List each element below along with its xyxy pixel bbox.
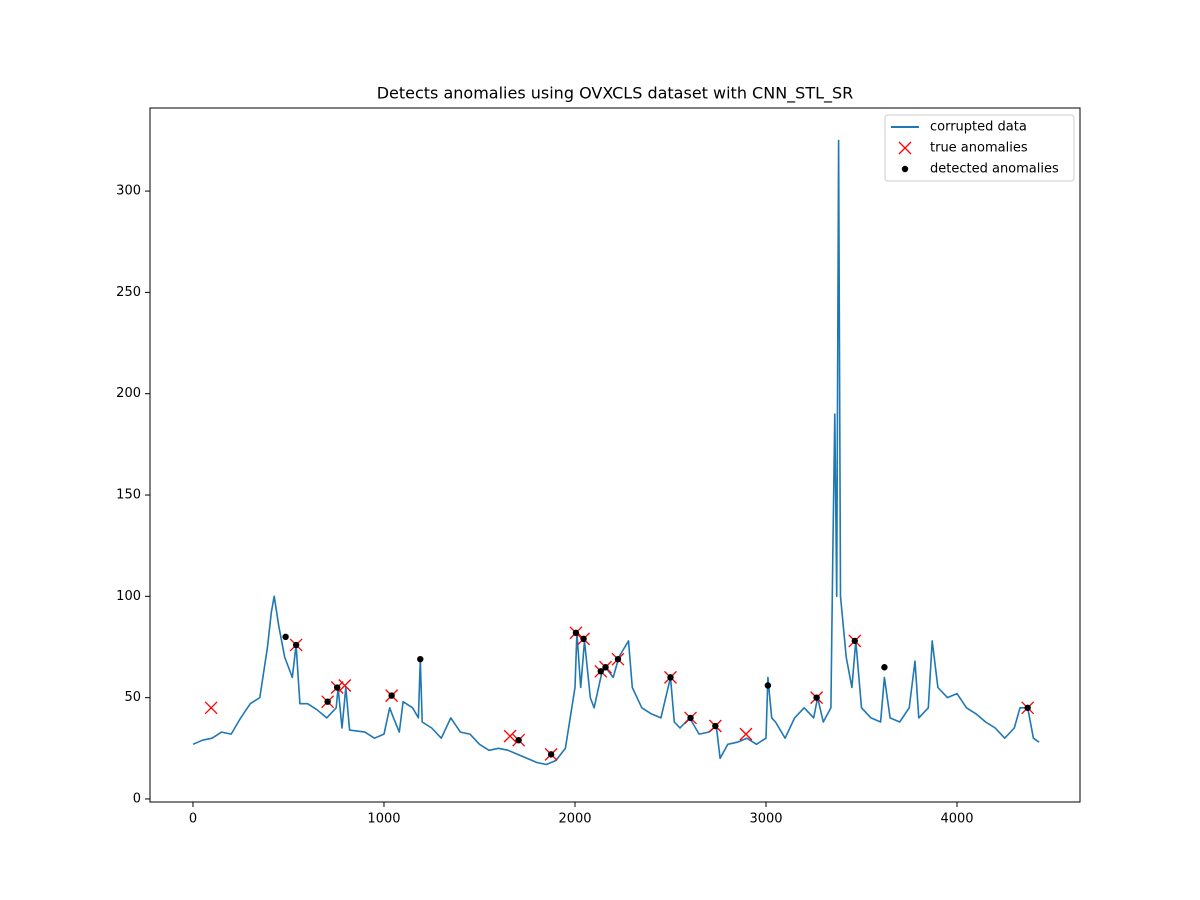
legend-marker xyxy=(901,165,909,173)
detected-marker xyxy=(813,694,820,701)
anomaly-marker xyxy=(338,679,352,692)
x-tick-label: 4000 xyxy=(940,812,973,827)
detected-marker xyxy=(547,751,555,758)
detected-marker xyxy=(580,635,587,643)
detected-marker xyxy=(602,664,609,671)
legend-label: detected anomalies xyxy=(930,162,1059,177)
anomaly-marker xyxy=(204,701,218,715)
detected-marker xyxy=(597,668,604,675)
detected-marker xyxy=(282,633,289,641)
y-tick-label: 0 xyxy=(133,791,141,806)
x-tick-label: 0 xyxy=(189,812,197,827)
y-tick-label: 200 xyxy=(116,386,141,401)
y-tick-label: 150 xyxy=(116,488,141,503)
detected-marker xyxy=(292,641,300,649)
detected-marker xyxy=(388,692,395,699)
x-tick-label: 3000 xyxy=(749,812,782,827)
detected-marker xyxy=(1024,704,1031,711)
detected-marker xyxy=(764,682,772,689)
y-tick-label: 300 xyxy=(116,184,141,199)
legend-label: true anomalies xyxy=(930,141,1028,156)
x-tick-label: 1000 xyxy=(367,812,400,827)
y-tick-label: 50 xyxy=(124,690,141,705)
detected-marker xyxy=(333,684,341,691)
x-tick-label: 2000 xyxy=(558,812,591,827)
anomaly-marker xyxy=(739,727,753,741)
y-tick-label: 100 xyxy=(116,589,141,604)
legend: corrupted data true anomalies detected ano… xyxy=(884,114,1075,182)
detected-marker xyxy=(572,629,580,637)
legend-marker xyxy=(898,141,912,155)
data-line xyxy=(192,139,1040,766)
detected-marker xyxy=(851,637,859,645)
detected-marker xyxy=(667,674,674,681)
legend-label: corrupted data xyxy=(930,120,1027,135)
plot-frame xyxy=(149,107,1081,803)
detected-marker xyxy=(417,655,424,663)
detected-marker xyxy=(881,664,888,671)
detected-marker xyxy=(515,736,522,744)
detected-marker xyxy=(324,698,331,705)
detected-marker xyxy=(687,714,694,722)
detected-marker xyxy=(712,722,719,730)
y-tick-label: 250 xyxy=(116,285,141,300)
legend-box xyxy=(884,114,1075,182)
anomaly-marker xyxy=(503,729,517,743)
chart-title: Detects anomalies using OVXCLS dataset w… xyxy=(377,84,854,104)
detected-marker xyxy=(614,655,622,663)
